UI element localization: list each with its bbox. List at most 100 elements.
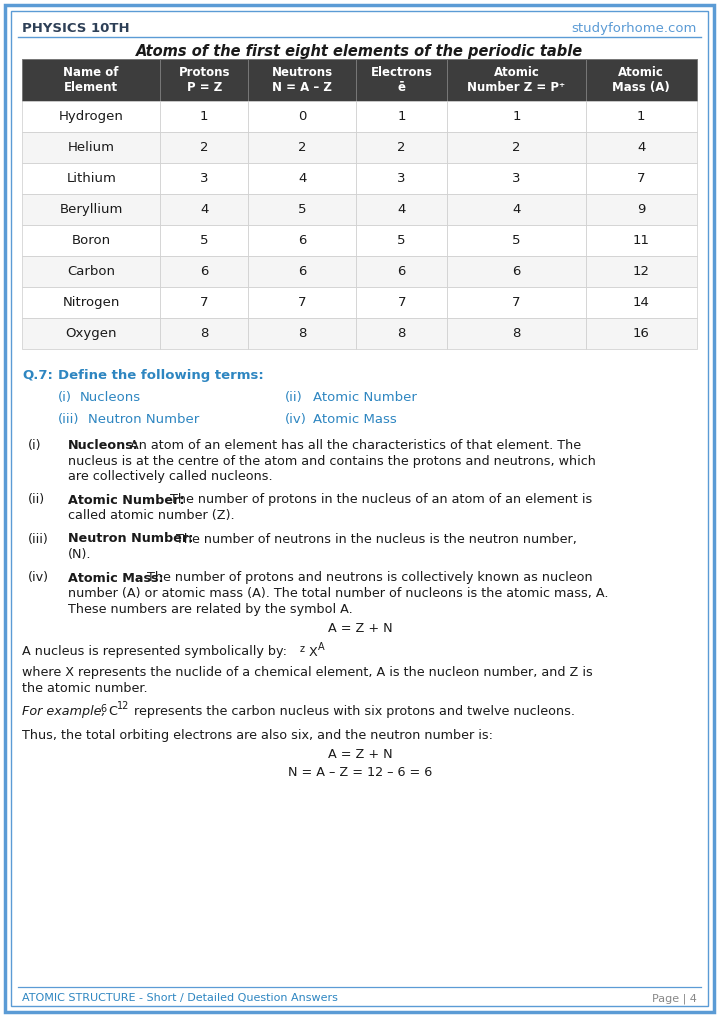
Text: PHYSICS 10TH: PHYSICS 10TH [22,22,129,35]
Text: (N).: (N). [68,548,91,561]
Text: 6: 6 [398,265,406,278]
Text: Neutron Number:: Neutron Number: [68,533,193,545]
Text: N = A – Z = 12 – 6 = 6: N = A – Z = 12 – 6 = 6 [288,766,432,778]
Text: Atomic Number: Atomic Number [313,391,417,404]
Text: These numbers are related by the symbol A.: These numbers are related by the symbol … [68,602,353,615]
Text: 12: 12 [117,701,129,711]
Bar [447,256,585,287]
Bar [356,194,447,225]
Text: For example,: For example, [22,705,106,718]
Text: 2: 2 [398,141,406,154]
Text: 6: 6 [512,265,521,278]
Text: (iii): (iii) [28,533,49,545]
Bar [356,225,447,256]
Text: 6: 6 [200,265,209,278]
Text: 5: 5 [398,234,406,247]
Text: 5: 5 [200,234,209,247]
Bar [585,318,697,349]
Text: 7: 7 [512,296,521,309]
Text: (ii): (ii) [285,391,303,404]
Bar [447,194,585,225]
Text: 3: 3 [512,172,521,185]
Bar [160,287,248,318]
Text: A nucleus is represented symbolically by:: A nucleus is represented symbolically by… [22,646,287,658]
Text: z: z [300,645,305,655]
Text: The number of protons and neutrons is collectively known as nucleon: The number of protons and neutrons is co… [143,572,592,585]
Bar [447,287,585,318]
Bar [160,101,248,132]
Text: 8: 8 [398,327,406,340]
Bar [447,225,585,256]
Bar [447,318,585,349]
Bar [585,287,697,318]
Bar [356,318,447,349]
Text: 16: 16 [633,327,650,340]
Text: 2: 2 [298,141,306,154]
Text: Page | 4: Page | 4 [652,993,697,1004]
Text: A: A [318,642,324,652]
Text: Atomic
Mass (A): Atomic Mass (A) [613,66,670,95]
Text: 6: 6 [298,265,306,278]
Bar [22,287,160,318]
Text: Define the following terms:: Define the following terms: [58,369,264,382]
Text: 6: 6 [298,234,306,247]
Text: Atomic
Number Z = P⁺: Atomic Number Z = P⁺ [467,66,566,95]
Text: Atoms of the first eight elements of the periodic table: Atoms of the first eight elements of the… [137,44,584,59]
Bar [356,101,447,132]
Bar [160,225,248,256]
Text: Q.7:: Q.7: [22,369,53,382]
Bar [248,163,356,194]
Text: 4: 4 [398,203,406,216]
Text: 12: 12 [633,265,650,278]
Bar [585,132,697,163]
Text: (iii): (iii) [58,413,80,426]
Bar [248,225,356,256]
Text: The number of protons in the nucleus of an atom of an element is: The number of protons in the nucleus of … [162,493,592,506]
Bar [22,101,160,132]
Text: Atomic Mass:: Atomic Mass: [68,572,164,585]
Text: 4: 4 [200,203,209,216]
Text: Thus, the total orbiting electrons are also six, and the neutron number is:: Thus, the total orbiting electrons are a… [22,728,493,741]
Text: 8: 8 [200,327,209,340]
Bar [447,101,585,132]
Text: 4: 4 [637,141,646,154]
Text: Hydrogen: Hydrogen [59,110,124,123]
Bar [248,194,356,225]
Text: Protons
P = Z: Protons P = Z [178,66,230,95]
Bar [356,163,447,194]
Bar [22,318,160,349]
Bar [356,59,447,101]
Text: Nucleons: Nucleons [80,391,141,404]
Bar [22,225,160,256]
Bar [22,194,160,225]
Text: 8: 8 [298,327,306,340]
Text: 7: 7 [200,296,209,309]
Bar [356,256,447,287]
Text: 1: 1 [637,110,646,123]
Text: Atomic Number:: Atomic Number: [68,493,185,506]
Text: Boron: Boron [72,234,111,247]
Text: 7: 7 [637,172,646,185]
Text: 1: 1 [512,110,521,123]
Bar [447,132,585,163]
Bar [248,318,356,349]
Text: Atomic Mass: Atomic Mass [313,413,397,426]
Text: (iv): (iv) [28,572,49,585]
Text: A = Z + N: A = Z + N [328,747,393,761]
Text: Neutron Number: Neutron Number [88,413,199,426]
Text: studyforhome.com: studyforhome.com [572,22,697,35]
Bar [160,59,248,101]
Text: nucleus is at the centre of the atom and contains the protons and neutrons, whic: nucleus is at the centre of the atom and… [68,455,596,468]
Text: Name of
Element: Name of Element [63,66,119,95]
Text: ATOMIC STRUCTURE - Short / Detailed Question Answers: ATOMIC STRUCTURE - Short / Detailed Ques… [22,993,338,1003]
Text: number (A) or atomic mass (A). The total number of nucleons is the atomic mass, : number (A) or atomic mass (A). The total… [68,587,608,600]
Text: where X represents the nuclide of a chemical element, A is the nucleon number, a: where X represents the nuclide of a chem… [22,666,592,679]
Bar [248,287,356,318]
Bar [248,59,356,101]
Bar [248,256,356,287]
Text: A = Z + N: A = Z + N [328,622,393,635]
Text: 6: 6 [100,704,106,714]
Bar [22,59,160,101]
Text: 2: 2 [200,141,209,154]
Text: (i): (i) [58,391,72,404]
